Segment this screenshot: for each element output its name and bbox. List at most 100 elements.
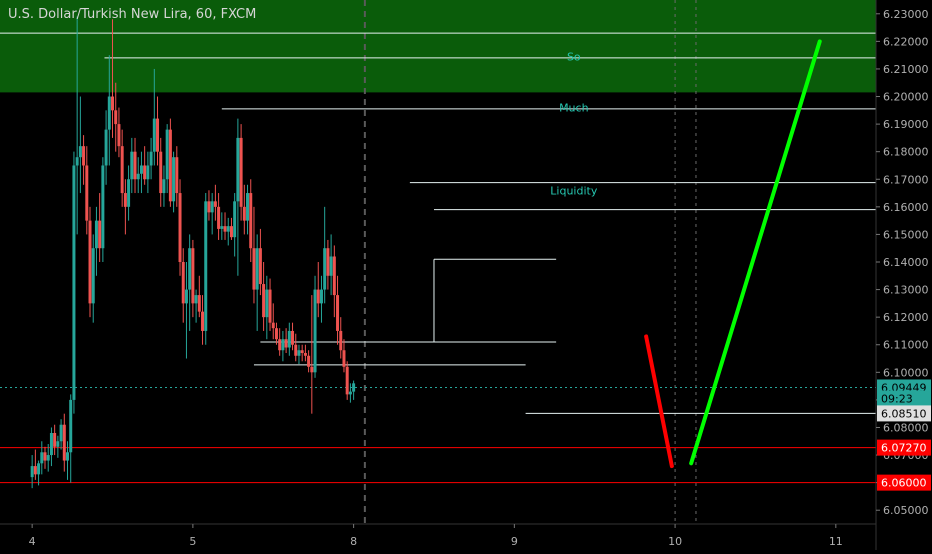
candle bbox=[66, 441, 70, 480]
candle-body bbox=[162, 179, 166, 194]
candle bbox=[136, 157, 140, 194]
candle-body bbox=[49, 432, 53, 456]
y-tick-label: 6.13000 bbox=[883, 284, 929, 297]
candle-body bbox=[40, 452, 44, 464]
candle-body bbox=[172, 157, 176, 202]
candle-body bbox=[307, 355, 311, 367]
candle bbox=[162, 165, 166, 207]
projection-up bbox=[689, 39, 822, 466]
candle bbox=[265, 275, 269, 340]
x-tick-label: 10 bbox=[668, 535, 682, 548]
annotation-label: So bbox=[567, 51, 581, 64]
price-tag-label: 6.06000 bbox=[881, 477, 927, 490]
candle bbox=[88, 206, 92, 318]
candle bbox=[69, 394, 73, 483]
candle-body bbox=[139, 165, 143, 174]
candle bbox=[33, 449, 37, 480]
candle bbox=[127, 165, 131, 221]
candle bbox=[255, 234, 259, 331]
candle-body bbox=[233, 201, 237, 238]
candle bbox=[326, 239, 330, 290]
price-tag-label: 09:23 bbox=[881, 393, 913, 406]
candle bbox=[336, 275, 340, 345]
candle-body bbox=[43, 452, 47, 461]
candle bbox=[226, 217, 230, 246]
candle bbox=[85, 146, 89, 235]
candle-body bbox=[143, 165, 147, 180]
price-axis-panel bbox=[876, 0, 932, 550]
candle bbox=[146, 151, 150, 194]
candle bbox=[307, 350, 311, 373]
candle bbox=[329, 234, 333, 296]
candle-body bbox=[101, 165, 105, 249]
candle-body bbox=[220, 226, 224, 229]
candle bbox=[262, 262, 266, 331]
candle bbox=[114, 82, 118, 152]
y-tick-label: 6.05000 bbox=[883, 504, 929, 517]
candle-body bbox=[294, 344, 298, 356]
candle-body bbox=[149, 151, 153, 166]
candle-body bbox=[326, 248, 330, 276]
candle-body bbox=[75, 157, 79, 166]
candle bbox=[303, 344, 307, 362]
candle bbox=[339, 317, 343, 359]
candle-body bbox=[210, 201, 214, 213]
candle-body bbox=[30, 466, 34, 478]
candle-body bbox=[262, 284, 266, 318]
candle-body bbox=[336, 295, 340, 331]
candle bbox=[352, 380, 356, 400]
candle-body bbox=[223, 226, 227, 232]
y-tick-label: 6.18000 bbox=[883, 146, 929, 159]
candle bbox=[229, 217, 233, 240]
candle-body bbox=[242, 206, 246, 221]
candle bbox=[149, 137, 153, 180]
candle bbox=[178, 179, 182, 276]
candle-body bbox=[300, 350, 304, 354]
candle bbox=[159, 137, 163, 207]
candle bbox=[172, 151, 176, 213]
candle bbox=[348, 383, 352, 403]
price-tag: 6.07270 bbox=[877, 439, 931, 456]
candle bbox=[249, 179, 253, 262]
candle-body bbox=[37, 463, 41, 475]
candle bbox=[59, 419, 63, 450]
candle-body bbox=[249, 193, 253, 249]
candle bbox=[72, 151, 76, 414]
candle bbox=[175, 146, 179, 207]
candle bbox=[130, 137, 134, 194]
y-tick-label: 6.21000 bbox=[883, 63, 929, 76]
candle-body bbox=[287, 330, 291, 348]
y-tick-label: 6.16000 bbox=[883, 201, 929, 214]
candle-body bbox=[217, 206, 221, 229]
candle-body bbox=[226, 226, 230, 232]
annotation-label: Much bbox=[559, 102, 589, 115]
candle bbox=[53, 424, 57, 456]
candle bbox=[281, 330, 285, 362]
candle bbox=[101, 157, 105, 262]
candle bbox=[40, 441, 44, 475]
candle-body bbox=[165, 129, 169, 180]
candle-body bbox=[252, 248, 256, 290]
candle bbox=[220, 212, 224, 240]
x-tick-label: 8 bbox=[350, 535, 357, 548]
candle-body bbox=[303, 353, 307, 356]
candle-body bbox=[291, 330, 295, 345]
candle bbox=[252, 206, 256, 304]
candle bbox=[207, 190, 211, 221]
candle bbox=[268, 278, 272, 331]
x-tick-label: 9 bbox=[511, 535, 518, 548]
candle-body bbox=[159, 151, 163, 194]
candle-body bbox=[178, 193, 182, 262]
candle bbox=[242, 184, 246, 235]
candle bbox=[201, 295, 205, 345]
candle-body bbox=[339, 330, 343, 351]
candle-body bbox=[352, 383, 356, 392]
candle bbox=[313, 275, 317, 378]
candle bbox=[197, 275, 201, 318]
candle-body bbox=[85, 165, 89, 221]
candle bbox=[300, 344, 304, 362]
y-tick-label: 6.17000 bbox=[883, 173, 929, 186]
candle bbox=[188, 234, 192, 331]
candle bbox=[181, 248, 185, 323]
candle bbox=[278, 328, 282, 356]
